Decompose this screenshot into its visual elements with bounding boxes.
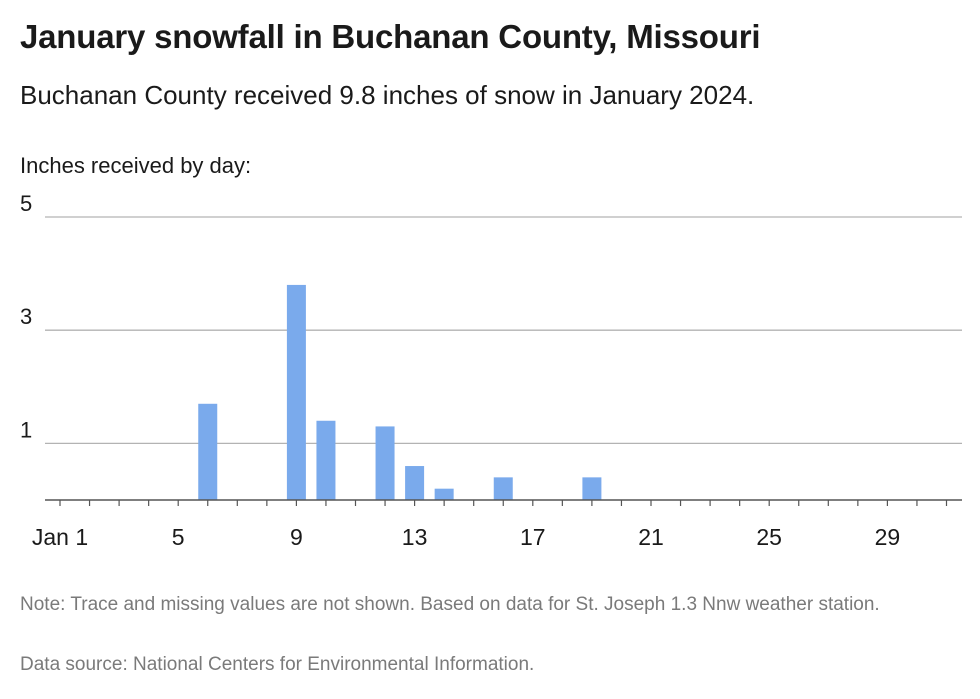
snowfall-bar-chart: 135 Jan 1 5 9 13 17 21 25 29 <box>20 195 962 550</box>
x-tick-label-29: 29 <box>875 524 901 550</box>
y-tick-label-5: 5 <box>20 195 32 216</box>
bar-jan-13 <box>405 466 425 500</box>
bar-jan-16 <box>493 477 513 500</box>
data-source: Data source: National Centers for Enviro… <box>20 654 535 675</box>
x-tick-label-13: 13 <box>402 524 428 550</box>
x-tick-labels: Jan 1 5 9 13 17 21 25 29 <box>32 524 900 550</box>
x-tick-label-21: 21 <box>638 524 664 550</box>
x-tick-label-25: 25 <box>756 524 782 550</box>
chart-title: January snowfall in Buchanan County, Mis… <box>20 18 761 55</box>
x-tick-label-1: Jan 1 <box>32 524 88 550</box>
bar-jan-6 <box>198 403 218 500</box>
y-tick-label-3: 3 <box>20 304 32 329</box>
bar-jan-10 <box>316 420 336 500</box>
bar-jan-9 <box>286 284 306 500</box>
gridlines <box>45 216 962 445</box>
x-axis <box>45 499 962 506</box>
y-tick-label-1: 1 <box>20 417 32 442</box>
chart-subtitle: Buchanan County received 9.8 inches of s… <box>20 80 755 110</box>
y-tick-labels: 1 3 5 <box>20 195 32 442</box>
x-tick-label-17: 17 <box>520 524 546 550</box>
bar-jan-12 <box>375 426 395 500</box>
y-axis-label: Inches received by day: <box>20 153 252 178</box>
bar-jan-19 <box>582 477 602 500</box>
bar-jan-14 <box>434 488 454 500</box>
x-tick-label-9: 9 <box>290 524 303 550</box>
chart-note: Note: Trace and missing values are not s… <box>20 594 880 615</box>
x-tick-label-5: 5 <box>172 524 185 550</box>
bars <box>198 284 602 500</box>
